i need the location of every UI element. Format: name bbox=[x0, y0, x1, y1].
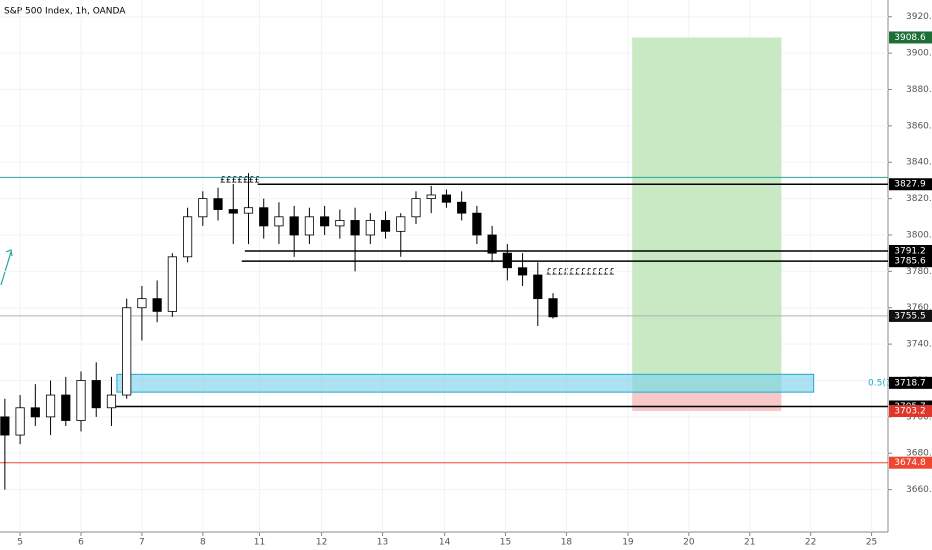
annotation: £££££££ bbox=[220, 176, 260, 186]
candle-body bbox=[61, 394, 71, 421]
price-label-bg bbox=[889, 376, 932, 389]
candle-body bbox=[457, 201, 467, 214]
candle-body bbox=[472, 212, 482, 236]
x-tick-label: 20 bbox=[683, 538, 695, 548]
y-tick-label: 3760.0 bbox=[906, 303, 932, 313]
x-tick-label: 8 bbox=[200, 538, 206, 548]
y-tick-label: 3780.0 bbox=[906, 267, 932, 277]
candle-body bbox=[30, 407, 40, 418]
price-label: 3703.2 bbox=[894, 407, 926, 417]
y-tick-label: 3900.0 bbox=[906, 49, 932, 59]
candle-body bbox=[548, 298, 558, 318]
candle-body bbox=[259, 207, 269, 227]
x-tick-label: 14 bbox=[439, 538, 451, 548]
price-label: 3718.7 bbox=[894, 378, 926, 388]
candle-body bbox=[350, 220, 360, 236]
x-tick-label: 21 bbox=[744, 538, 755, 548]
y-tick-label: 3800.0 bbox=[906, 230, 932, 240]
price-label: 3908.6 bbox=[894, 33, 926, 43]
profit-zone bbox=[632, 37, 782, 393]
x-tick-label: 6 bbox=[78, 538, 84, 548]
y-tick-label: 3700.0 bbox=[906, 412, 932, 422]
candle-body bbox=[0, 416, 10, 436]
candle-body bbox=[122, 307, 132, 396]
price-label: 3785.6 bbox=[894, 257, 926, 267]
y-tick-label: 3660.0 bbox=[906, 485, 932, 495]
y-tick-label: 3820.0 bbox=[906, 194, 932, 204]
candle-body bbox=[167, 256, 177, 312]
y-tick-label: 3680.0 bbox=[906, 449, 932, 459]
y-tick-label: 3920.0 bbox=[906, 12, 932, 22]
candle-body bbox=[380, 220, 391, 232]
candle-body bbox=[517, 267, 528, 276]
price-label: 3755.5 bbox=[894, 311, 926, 321]
candle-body bbox=[426, 194, 436, 200]
chart-title: S&P 500 Index, 1h, OANDA bbox=[4, 7, 126, 17]
price-label: 3791.2 bbox=[894, 246, 926, 256]
candle-body bbox=[320, 216, 330, 227]
x-tick-label: 19 bbox=[622, 538, 634, 548]
y-tick-label: 3740.0 bbox=[906, 340, 932, 350]
price-label-bg bbox=[889, 255, 932, 268]
x-tick-label: 15 bbox=[500, 538, 511, 548]
price-label: 3827.9 bbox=[894, 180, 926, 190]
price-label-bg bbox=[889, 178, 932, 191]
y-tick-label: 3840.0 bbox=[906, 158, 932, 168]
candle-body bbox=[15, 407, 25, 436]
arrow-icon bbox=[0, 249, 13, 286]
price-label: 3674.8 bbox=[894, 458, 926, 468]
candle-body bbox=[289, 216, 299, 236]
candle-body bbox=[213, 198, 223, 210]
candle-body bbox=[487, 234, 497, 254]
x-tick-label: 18 bbox=[561, 538, 573, 548]
demand-zone bbox=[116, 373, 815, 393]
candle-body bbox=[243, 207, 254, 214]
candle-body bbox=[274, 216, 284, 227]
candle-body bbox=[441, 194, 452, 203]
x-tick-label: 25 bbox=[866, 538, 877, 548]
price-label-bg bbox=[889, 31, 932, 44]
x-tick-label: 7 bbox=[139, 538, 145, 548]
candle-body bbox=[198, 198, 208, 218]
candle-body bbox=[76, 380, 86, 421]
loss-zone bbox=[632, 392, 782, 412]
candle-body bbox=[152, 298, 162, 312]
candle-body bbox=[335, 220, 345, 227]
candle-body bbox=[137, 298, 147, 309]
x-tick-label: 22 bbox=[805, 538, 816, 548]
candle-body bbox=[533, 274, 543, 300]
x-tick-label: 12 bbox=[316, 538, 327, 548]
x-tick-label: 5 bbox=[17, 538, 23, 548]
candle-body bbox=[304, 216, 314, 236]
candle-body bbox=[411, 198, 421, 218]
y-tick-label: 3860.0 bbox=[906, 121, 932, 131]
candle-body bbox=[45, 394, 56, 418]
candle-body bbox=[396, 216, 406, 232]
price-label-bg bbox=[889, 244, 932, 257]
candle-body bbox=[183, 216, 193, 258]
candle-body bbox=[228, 209, 238, 214]
price-label-bg bbox=[889, 456, 932, 469]
candle-body bbox=[91, 380, 101, 409]
candle-body bbox=[106, 394, 117, 409]
y-tick-label: 3880.0 bbox=[906, 85, 932, 95]
price-label-bg bbox=[889, 309, 932, 322]
x-tick-label: 11 bbox=[254, 538, 265, 548]
annotation: ££££££££££££ bbox=[546, 268, 615, 278]
x-tick-label: 13 bbox=[377, 538, 388, 548]
candle-body bbox=[365, 220, 375, 236]
candle-body bbox=[502, 252, 512, 269]
price-label-bg bbox=[889, 405, 932, 418]
